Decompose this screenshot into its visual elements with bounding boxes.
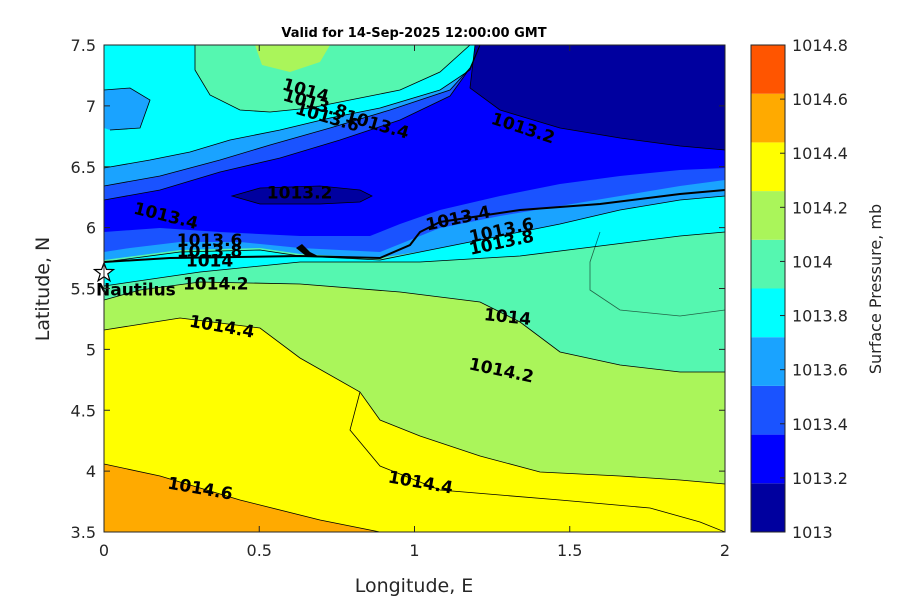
y-tick-label: 5.5 <box>71 280 96 299</box>
colorbar: 1013 1013.2 1013.4 1013.6 1013.8 1014 1014.2 10… <box>750 36 848 542</box>
colorbar-tick-label: 1014.4 <box>792 144 848 163</box>
y-tick-label: 7 <box>86 97 96 116</box>
colorbar-tick-label: 1013.6 <box>792 361 848 380</box>
x-tick-label: 0 <box>99 541 109 560</box>
colorbar-segment <box>751 483 785 532</box>
x-axis-ticks: 0 0.5 1 1.5 2 <box>99 45 730 560</box>
band-1013.0 <box>470 45 725 150</box>
colorbar-segment <box>751 191 785 240</box>
colorbar-segment <box>751 385 785 435</box>
colorbar-tick-label: 1014.2 <box>792 198 848 217</box>
x-tick-label: 1 <box>409 541 419 560</box>
x-tick-label: 1.5 <box>557 541 582 560</box>
y-tick-label: 5 <box>86 340 96 359</box>
y-axis-label: Latitude, N <box>32 237 54 342</box>
contour-label: 1013.2 <box>267 183 333 203</box>
y-tick-label: 6 <box>86 219 96 238</box>
colorbar-segment <box>751 434 785 484</box>
band-1014.4 <box>104 318 725 532</box>
y-tick-label: 4 <box>86 462 96 481</box>
contour-label: 1014 <box>483 305 532 330</box>
contour-label: 1013.6 <box>177 231 243 251</box>
contour-label: 1014.2 <box>183 275 249 295</box>
colorbar-segment <box>751 239 785 289</box>
colorbar-tick-label: 1013 <box>792 523 833 542</box>
colorbar-frame <box>750 44 786 533</box>
x-tick-label: 0.5 <box>247 541 272 560</box>
colorbar-segment <box>751 288 785 338</box>
colorbar-segment <box>751 93 785 143</box>
marker-label: Nautilus <box>96 281 176 301</box>
coastline <box>104 189 725 263</box>
y-tick-label: 3.5 <box>71 523 96 542</box>
colorbar-tick-label: 1014 <box>792 252 833 271</box>
colorbar-segment <box>751 45 785 94</box>
colorbar-segment <box>751 337 785 386</box>
colorbar-tick-label: 1014.6 <box>792 90 848 109</box>
colorbar-tick-label: 1013.2 <box>792 469 848 488</box>
colorbar-tick-label: 1013.4 <box>792 415 848 434</box>
colorbar-tick-label: 1014.8 <box>792 36 848 55</box>
x-axis-label: Longitude, E <box>355 575 474 597</box>
band-1014.2-top <box>255 45 330 72</box>
colorbar-label: Surface Pressure, mb <box>866 204 885 374</box>
colorbar-segment <box>751 142 785 192</box>
contour-lines <box>104 45 725 532</box>
band-1013.6-left <box>104 88 150 130</box>
y-tick-label: 4.5 <box>71 401 96 420</box>
band-1014.6 <box>104 464 380 532</box>
band-1013.0-small <box>232 186 372 204</box>
contour-label: 1013.8 <box>177 242 243 262</box>
contour-label: 1014 <box>186 251 233 271</box>
y-axis-ticks: 3.5 4 4.5 5 5.5 6 6.5 7 7.5 <box>71 36 725 542</box>
chart-title: Valid for 14-Sep-2025 12:00:00 GMT <box>281 26 546 41</box>
colorbar-tick-label: 1013.8 <box>792 307 848 326</box>
x-tick-label: 2 <box>720 541 730 560</box>
contour-field <box>104 45 725 532</box>
y-tick-label: 6.5 <box>71 158 96 177</box>
band-1013.8b <box>104 196 725 286</box>
y-tick-label: 7.5 <box>71 36 96 55</box>
